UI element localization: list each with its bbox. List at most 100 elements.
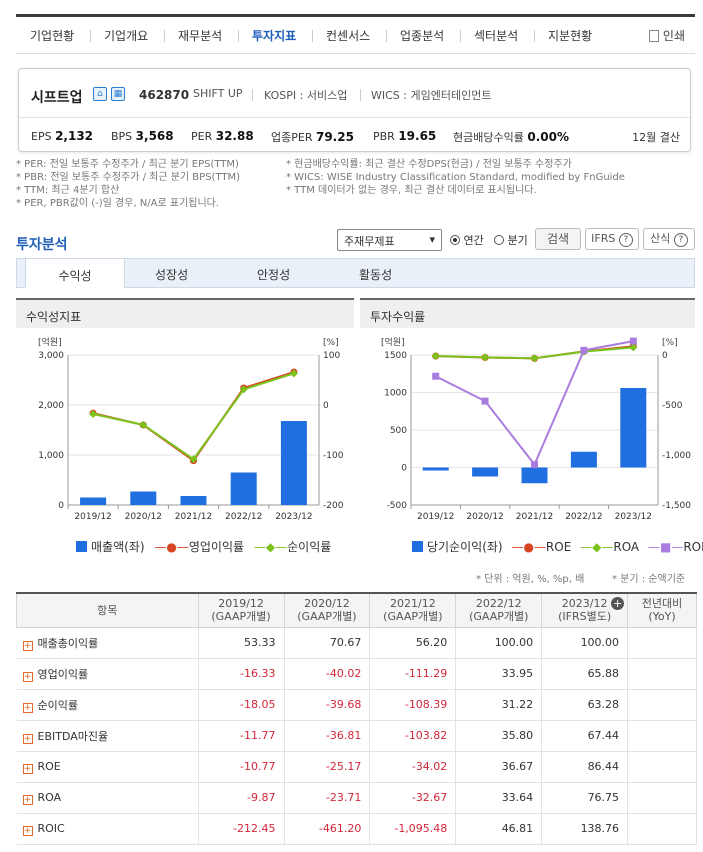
legend-item-net-margin[interactable]: —◆—순이익률: [253, 540, 332, 554]
x-tick-label: 2022/12: [225, 512, 262, 522]
data-point: [481, 353, 490, 362]
sector-per-stat: 업종PER 79.25: [271, 130, 354, 144]
radio-quarter[interactable]: 분기: [494, 232, 528, 248]
table-cell: 65.88: [541, 658, 629, 690]
y-tick-left: 0: [58, 501, 64, 511]
tab-company-status[interactable]: 기업현황: [30, 29, 75, 43]
add-column-icon[interactable]: +: [611, 597, 625, 610]
data-point: [431, 351, 440, 360]
subtab-growth[interactable]: 성장성: [155, 268, 189, 282]
table-cell: 100.00: [541, 627, 629, 659]
table-cell: 35.80: [455, 720, 543, 752]
table-cell: 33.95: [455, 658, 543, 690]
tab-investment-indicators[interactable]: 투자지표: [252, 29, 297, 43]
table-cell: 56.20: [369, 627, 457, 659]
legend-item-net-income[interactable]: 당기순이익(좌): [412, 540, 503, 554]
row-label[interactable]: + ROA: [16, 782, 199, 814]
table-cell: [627, 751, 697, 783]
bar: [80, 497, 107, 505]
subtab-activity[interactable]: 활동성: [359, 268, 393, 282]
table-cell: -461.20: [284, 813, 371, 845]
expand-icon[interactable]: +: [22, 763, 33, 774]
legend-item-roe[interactable]: —●—ROE: [511, 540, 572, 554]
data-point: [239, 385, 248, 394]
data-point: [189, 455, 198, 464]
table-cell: 63.28: [541, 689, 629, 721]
y-tick-right: -1,000: [662, 451, 691, 461]
header-yoy: 전년대비 (YoY): [627, 592, 697, 628]
wics-info: WICS : 게임엔터테인먼트: [371, 89, 492, 102]
left-chart-title: 수익성지표: [16, 298, 354, 328]
x-tick-label: 2021/12: [516, 512, 553, 522]
y-tick-right: -200: [323, 501, 344, 511]
formula-help-button[interactable]: 산식 ?: [643, 228, 695, 250]
table-row: + ROA -9.87 -23.71 -32.67 33.64 76.75: [16, 782, 697, 814]
table-cell: -16.33: [198, 658, 285, 690]
right-unit-label: [%]: [662, 338, 678, 348]
ifrs-help-button[interactable]: IFRS ?: [585, 228, 639, 250]
table-cell: 70.67: [284, 627, 371, 659]
table-cell: [627, 813, 697, 845]
statement-select[interactable]: 주재무제표 ▾: [337, 229, 442, 251]
tab-shareholding[interactable]: 지분현황: [548, 29, 593, 43]
legend-item-roic[interactable]: —■—ROIC: [647, 540, 703, 554]
x-tick-label: 2019/12: [417, 512, 454, 522]
section-title: 투자분석: [16, 237, 68, 253]
pbr-stat: PBR 19.65: [373, 129, 437, 143]
dividend-yield-stat: 현금배당수익률 0.00%: [453, 130, 569, 144]
legend-item-op-margin[interactable]: —●—영업이익률: [154, 540, 245, 554]
radio-checked-icon: [450, 235, 460, 245]
radio-annual[interactable]: 연간: [450, 232, 484, 248]
right-chart-legend: 당기순이익(좌) —●—ROE —◆—ROA —■—ROIC: [412, 538, 703, 555]
table-cell: [627, 782, 697, 814]
table-cell: -34.02: [369, 751, 457, 783]
tab-consensus[interactable]: 컨센서스: [326, 29, 371, 43]
right-chart: [억원] [%] 1500 1000 500 0 -500 0 -500 -1,000 -1,500…: [381, 336, 691, 522]
company-info-box: 시프트업 ⌂ ▦ 462870 SHIFT UP KOSPI : 서비스업 WI…: [18, 68, 691, 152]
expand-icon[interactable]: +: [22, 825, 33, 836]
subtab-profitability[interactable]: 수익성: [25, 258, 125, 288]
row-label[interactable]: + 영업이익률: [16, 658, 199, 690]
table-cell: 100.00: [455, 627, 543, 659]
tab-sector-analysis[interactable]: 섹터분석: [474, 29, 519, 43]
table-cell: -111.29: [369, 658, 457, 690]
tab-financial-analysis[interactable]: 재무분석: [178, 29, 223, 43]
expand-icon[interactable]: +: [22, 640, 33, 651]
chevron-down-icon: ▾: [429, 233, 435, 246]
table-row: + 영업이익률 -16.33 -40.02 -111.29 33.95 65.88: [16, 658, 697, 690]
y-tick-left: 3,000: [38, 351, 64, 361]
expand-icon[interactable]: +: [22, 794, 33, 805]
row-label[interactable]: + ROE: [16, 751, 199, 783]
row-label[interactable]: + EBITDA마진율: [16, 720, 199, 752]
expand-icon[interactable]: +: [22, 671, 33, 682]
data-point: [530, 354, 539, 363]
tab-industry-analysis[interactable]: 업종분석: [400, 29, 445, 43]
expand-icon[interactable]: +: [22, 702, 33, 713]
building-icon[interactable]: ▦: [111, 87, 125, 101]
series-line: [92, 372, 295, 461]
row-label[interactable]: + ROIC: [16, 813, 199, 845]
print-button[interactable]: 인쇄: [648, 27, 685, 44]
table-cell: 36.67: [455, 751, 543, 783]
bar: [570, 451, 597, 468]
bps-stat: BPS 3,568: [111, 129, 174, 143]
home-icon[interactable]: ⌂: [93, 87, 107, 101]
expand-icon[interactable]: +: [22, 733, 33, 744]
y-tick-left: 1000: [384, 389, 407, 399]
header-2022: 2022/12 (GAAP개별): [455, 592, 543, 628]
tab-company-overview[interactable]: 기업개요: [104, 29, 149, 43]
bar: [620, 388, 647, 468]
left-chart-legend: 매출액(좌) —●—영업이익률 —◆—순이익률: [76, 538, 331, 555]
table-row: + 순이익률 -18.05 -39.68 -108.39 31.22 63.28: [16, 689, 697, 721]
table-cell: -9.87: [198, 782, 285, 814]
table-cell: -32.67: [369, 782, 457, 814]
subtab-stability[interactable]: 안정성: [257, 268, 291, 282]
table-row: + ROIC -212.45 -461.20 -1,095.48 46.81 138.76: [16, 813, 697, 845]
row-label[interactable]: + 매출총이익률: [16, 627, 199, 659]
left-chart: [억원] [%] 3,000 2,000 1,000 0 100 0 -100 -200 2019/…: [38, 336, 344, 522]
search-button[interactable]: 검색: [535, 228, 581, 250]
analysis-subtabs: 수익성 성장성 안정성 활동성: [16, 258, 695, 288]
row-label[interactable]: + 순이익률: [16, 689, 199, 721]
legend-item-sales[interactable]: 매출액(좌): [76, 540, 145, 554]
legend-item-roa[interactable]: —◆—ROA: [580, 540, 640, 554]
